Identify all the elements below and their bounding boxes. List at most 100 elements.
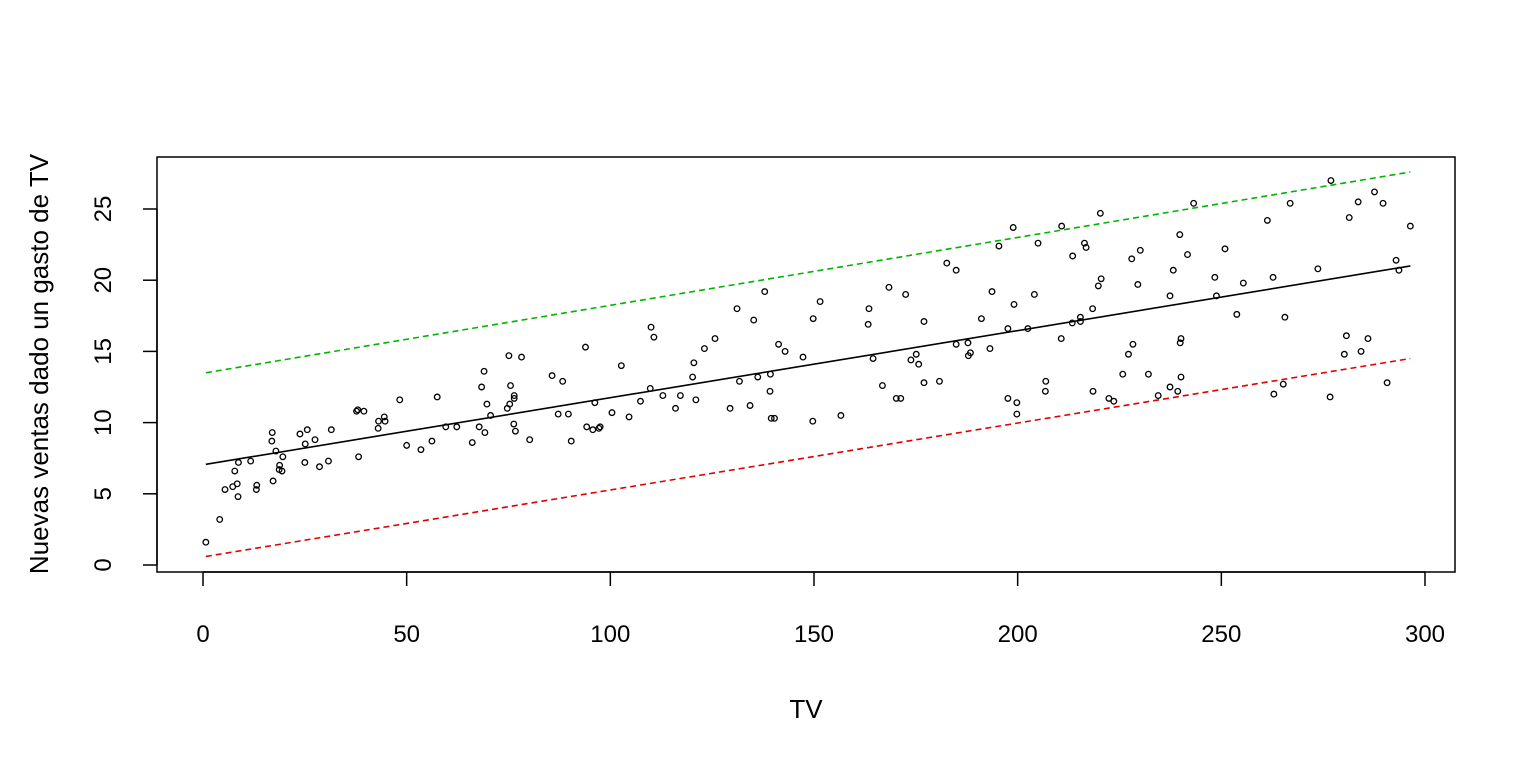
data-point — [433, 393, 441, 401]
data-point — [1286, 199, 1294, 207]
data-point — [1327, 177, 1335, 184]
data-point — [1406, 222, 1414, 230]
x-tick-label: 100 — [590, 621, 630, 648]
data-point — [1169, 266, 1177, 274]
data-point — [869, 355, 877, 362]
data-point — [1281, 313, 1289, 321]
data-point — [1013, 399, 1021, 407]
data-point — [428, 437, 436, 445]
data-point — [1270, 390, 1278, 398]
data-point — [272, 447, 280, 455]
data-point — [507, 382, 514, 390]
x-tick-label: 0 — [196, 621, 209, 648]
data-point — [799, 353, 807, 361]
data-point — [1010, 300, 1018, 308]
prediction-bands — [205, 171, 1411, 558]
data-point — [1082, 243, 1090, 251]
plot-frame — [156, 156, 1456, 573]
data-point — [396, 396, 404, 404]
data-point — [375, 417, 383, 425]
data-point — [689, 373, 697, 381]
data-point — [1024, 325, 1032, 333]
data-point — [478, 383, 486, 391]
data-point — [1379, 199, 1387, 207]
data-point — [837, 412, 845, 419]
data-point — [902, 290, 910, 298]
data-point — [596, 423, 604, 431]
data-point — [1125, 350, 1132, 358]
data-point — [234, 459, 242, 466]
data-point — [1076, 313, 1084, 321]
y-tick-label: 15 — [90, 338, 117, 365]
data-point — [690, 359, 698, 367]
data-point — [1004, 394, 1012, 402]
data-point — [988, 288, 996, 296]
data-point — [986, 345, 994, 353]
data-point — [583, 423, 591, 431]
data-point — [487, 412, 495, 419]
data-point — [381, 417, 389, 425]
data-point — [647, 323, 655, 331]
data-point — [878, 382, 886, 390]
data-point — [510, 394, 518, 402]
data-point — [276, 461, 284, 469]
lower-band-line — [205, 357, 1411, 558]
data-point — [1119, 370, 1127, 378]
y-tick-label: 0 — [90, 558, 117, 571]
data-point — [480, 367, 488, 375]
data-point — [360, 407, 368, 415]
data-point — [526, 436, 534, 444]
data-point — [726, 404, 734, 412]
data-point — [608, 409, 616, 417]
data-point — [268, 429, 276, 437]
data-point — [746, 402, 754, 409]
data-point — [475, 423, 483, 431]
x-tick-label: 150 — [794, 621, 834, 648]
data-point — [659, 392, 667, 399]
data-point — [1177, 335, 1185, 343]
data-point — [915, 360, 923, 368]
data-point — [995, 242, 1003, 250]
data-point — [1129, 340, 1137, 348]
data-point — [1134, 281, 1142, 288]
data-point — [1128, 255, 1136, 263]
data-point — [733, 305, 741, 313]
data-point — [303, 426, 311, 434]
data-point — [650, 333, 658, 341]
data-point — [417, 446, 425, 454]
data-point — [279, 453, 287, 461]
data-point — [221, 486, 229, 493]
data-point — [355, 453, 363, 461]
data-point — [234, 493, 242, 501]
data-point — [637, 397, 644, 405]
data-point — [966, 349, 974, 357]
data-point — [625, 413, 633, 421]
data-point — [1057, 335, 1065, 343]
data-point — [936, 377, 943, 385]
data-point — [468, 439, 476, 446]
data-point — [278, 467, 286, 475]
data-point — [481, 429, 489, 437]
y-tick-label: 20 — [90, 267, 117, 294]
y-axis: 0 5 10 15 20 25 — [90, 196, 158, 572]
data-point — [1076, 318, 1084, 325]
data-point — [1184, 251, 1191, 259]
data-point — [775, 340, 783, 348]
data-point — [1009, 224, 1017, 231]
data-point — [964, 339, 972, 347]
data-point — [301, 440, 309, 448]
data-point — [1364, 335, 1372, 343]
data-point — [907, 356, 915, 364]
data-point — [1174, 387, 1182, 395]
data-point — [1089, 387, 1097, 395]
data-point — [1136, 246, 1144, 254]
data-point — [403, 441, 411, 449]
data-point — [617, 362, 625, 370]
data-point — [554, 410, 562, 418]
data-point — [1105, 394, 1113, 402]
data-point — [296, 430, 304, 438]
data-point — [952, 340, 960, 348]
data-point — [1212, 292, 1220, 300]
data-point — [952, 266, 960, 274]
